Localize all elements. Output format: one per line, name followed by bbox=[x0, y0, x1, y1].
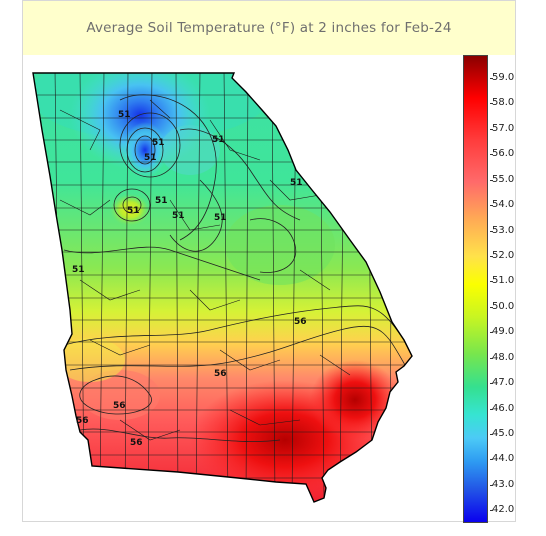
colorbar-tick-label: 58.0 bbox=[489, 97, 515, 109]
colorbar-tick-label: 49.0 bbox=[489, 326, 515, 338]
colorbar-tick-label: 55.0 bbox=[489, 173, 515, 185]
colorbar-tick-label: 48.0 bbox=[489, 351, 515, 363]
title-bar: Average Soil Temperature (°F) at 2 inche… bbox=[23, 1, 515, 55]
colorbar-tick-label: 44.0 bbox=[489, 453, 515, 465]
contour-label: 56 bbox=[113, 401, 126, 411]
contour-label: 51 bbox=[144, 153, 157, 163]
contour-label: 51 bbox=[72, 265, 85, 275]
colorbar-tick-label: 43.0 bbox=[489, 478, 515, 490]
colorbar-tick-label: 56.0 bbox=[489, 148, 515, 160]
contour-label: 51 bbox=[290, 178, 303, 188]
contour-lines bbox=[63, 94, 411, 442]
contour-label: 51 bbox=[212, 135, 225, 145]
contour-label: 56 bbox=[294, 317, 307, 327]
contour-label: 56 bbox=[76, 416, 89, 426]
contour-label-group: 51 51 51 51 51 51 51 51 51 51 56 56 56 5… bbox=[72, 110, 307, 448]
colorbar-tick-label: 46.0 bbox=[489, 402, 515, 414]
map-title: Average Soil Temperature (°F) at 2 inche… bbox=[86, 20, 452, 36]
colorbar-tick-label: 45.0 bbox=[489, 427, 515, 439]
contour-label: 56 bbox=[130, 438, 143, 448]
colorbar-tick-label: 57.0 bbox=[489, 122, 515, 134]
contour-label: 51 bbox=[214, 213, 227, 223]
colorbar-tick-label: 52.0 bbox=[489, 249, 515, 261]
contour-label: 56 bbox=[214, 369, 227, 379]
contour-label: 51 bbox=[152, 138, 165, 148]
colorbar-tick-label: 50.0 bbox=[489, 300, 515, 312]
colorbar-tick-label: 59.0 bbox=[489, 71, 515, 83]
colorbar-tick-label: 51.0 bbox=[489, 275, 515, 287]
colorbar bbox=[463, 55, 488, 523]
contour-label: 51 bbox=[127, 206, 140, 216]
colorbar-tick-label: 47.0 bbox=[489, 377, 515, 389]
colorbar-tick-label: 42.0 bbox=[489, 504, 515, 516]
contour-label: 51 bbox=[118, 110, 131, 120]
contour-label: 51 bbox=[155, 196, 168, 206]
colorbar-tick-label: 53.0 bbox=[489, 224, 515, 236]
colorbar-tick-label: 54.0 bbox=[489, 199, 515, 211]
contour-label: 51 bbox=[172, 211, 185, 221]
